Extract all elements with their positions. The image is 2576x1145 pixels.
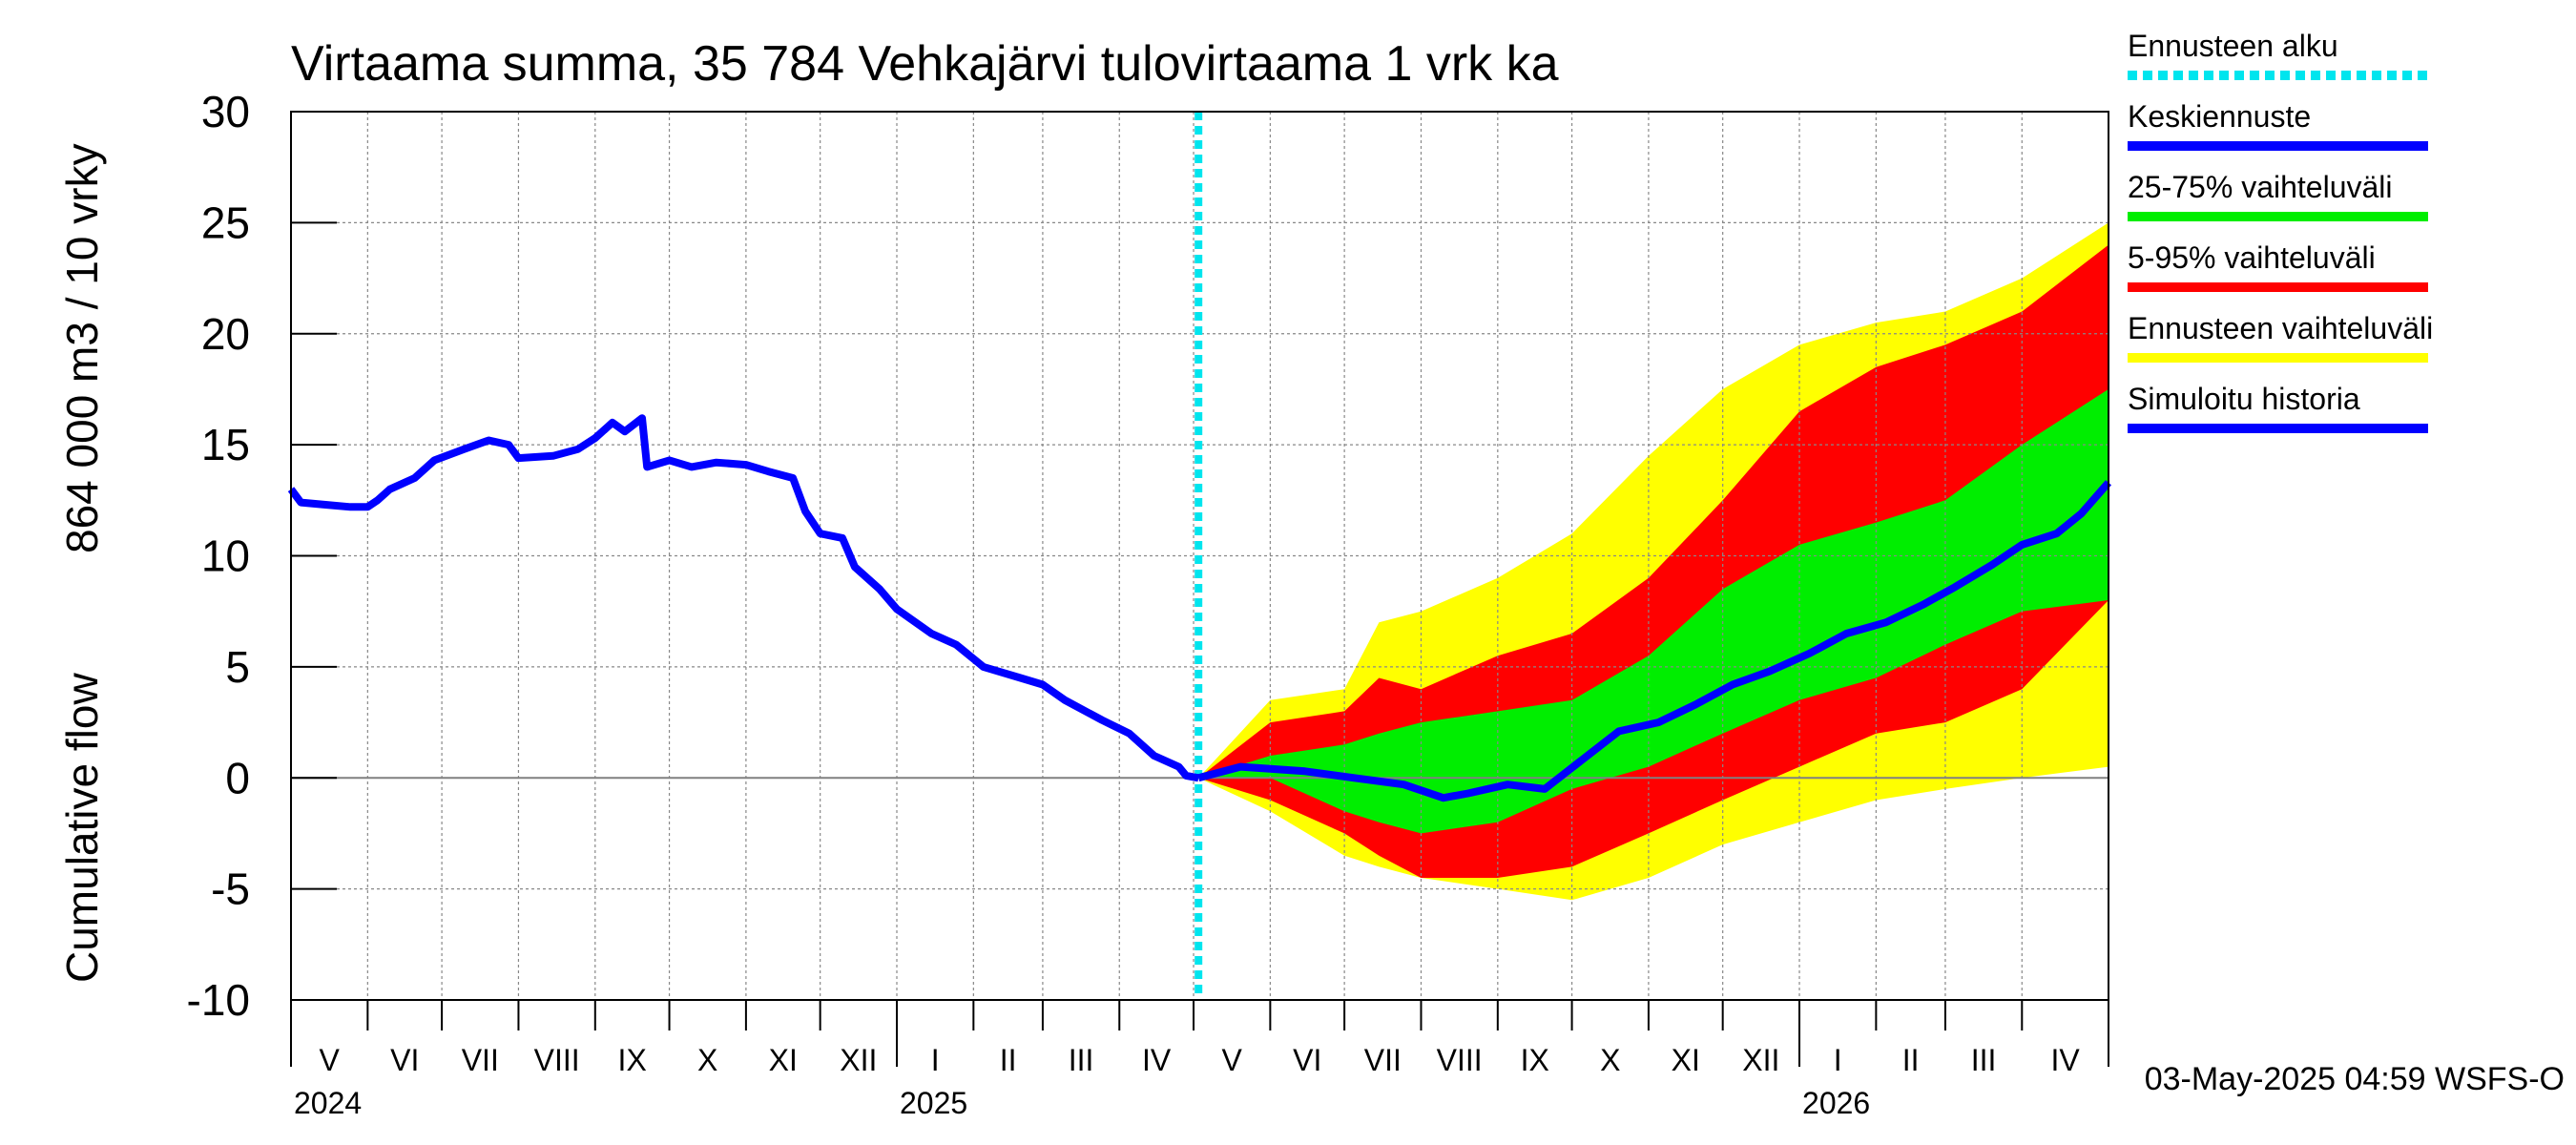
month-label: VI (390, 1043, 419, 1077)
y-tick-label: 25 (201, 198, 250, 247)
series-keskiennuste (1197, 480, 2112, 802)
band-5-95-vaihteluv-li (1198, 244, 2109, 879)
month-label: VI (1293, 1043, 1321, 1077)
legend-label: 5-95% vaihteluväli (2128, 240, 2376, 275)
month-label: XII (840, 1043, 877, 1077)
forecast-bands (1198, 222, 2109, 901)
year-label: 2025 (900, 1086, 967, 1120)
month-label: IX (1521, 1043, 1549, 1077)
month-label: X (697, 1043, 717, 1077)
month-label: I (1834, 1043, 1842, 1077)
year-label: 2024 (294, 1086, 362, 1120)
month-label: XI (1672, 1043, 1700, 1077)
month-label: X (1600, 1043, 1620, 1077)
legend-label: Ennusteen alku (2128, 29, 2338, 63)
month-label: IX (618, 1043, 647, 1077)
month-label: IV (1142, 1043, 1172, 1077)
y-axis-label-line2: 864 000 m3 / 10 vrky (57, 143, 107, 553)
y-tick-label: 5 (225, 642, 250, 692)
month-label: VIII (534, 1043, 580, 1077)
legend-label: Ennusteen vaihteluväli (2128, 311, 2433, 345)
y-tick-label: 20 (201, 309, 250, 359)
legend: Ennusteen alku Keskiennuste 25-75% vaihtel… (2128, 29, 2433, 433)
y-tick-label: -5 (211, 864, 250, 914)
month-label: IV (2051, 1043, 2081, 1077)
month-label: XI (769, 1043, 798, 1077)
legend-label: Keskiennuste (2128, 99, 2311, 134)
legend-label: 25-75% vaihteluväli (2128, 170, 2393, 204)
month-label: VII (1364, 1043, 1402, 1077)
y-axis-label-line1: Cumulative flow (57, 673, 107, 983)
month-label: I (931, 1043, 940, 1077)
month-label: III (1971, 1043, 1997, 1077)
band-25-75-vaihteluv-li (1198, 388, 2109, 834)
footer-timestamp: 03-May-2025 04:59 WSFS-O (2145, 1061, 2565, 1097)
series-lines (287, 112, 2112, 1000)
month-label: V (320, 1043, 341, 1077)
month-label: VII (462, 1043, 499, 1077)
y-tick-label: 15 (201, 420, 250, 469)
series-simuloitu-historia (287, 414, 1199, 782)
year-label: 2026 (1802, 1086, 1870, 1120)
legend-label: Simuloitu historia (2128, 382, 2360, 416)
y-tick-label: 30 (201, 87, 250, 136)
y-tick-label: -10 (187, 975, 250, 1025)
month-label: II (1000, 1043, 1017, 1077)
month-label: VIII (1437, 1043, 1483, 1077)
y-tick-label: 10 (201, 531, 250, 581)
month-label: XII (1742, 1043, 1779, 1077)
chart-title: Virtaama summa, 35 784 Vehkajärvi tulovi… (291, 36, 1559, 92)
y-tick-label: 0 (225, 753, 250, 802)
month-label: V (1222, 1043, 1243, 1077)
month-label: II (1902, 1043, 1920, 1077)
month-label: III (1069, 1043, 1094, 1077)
